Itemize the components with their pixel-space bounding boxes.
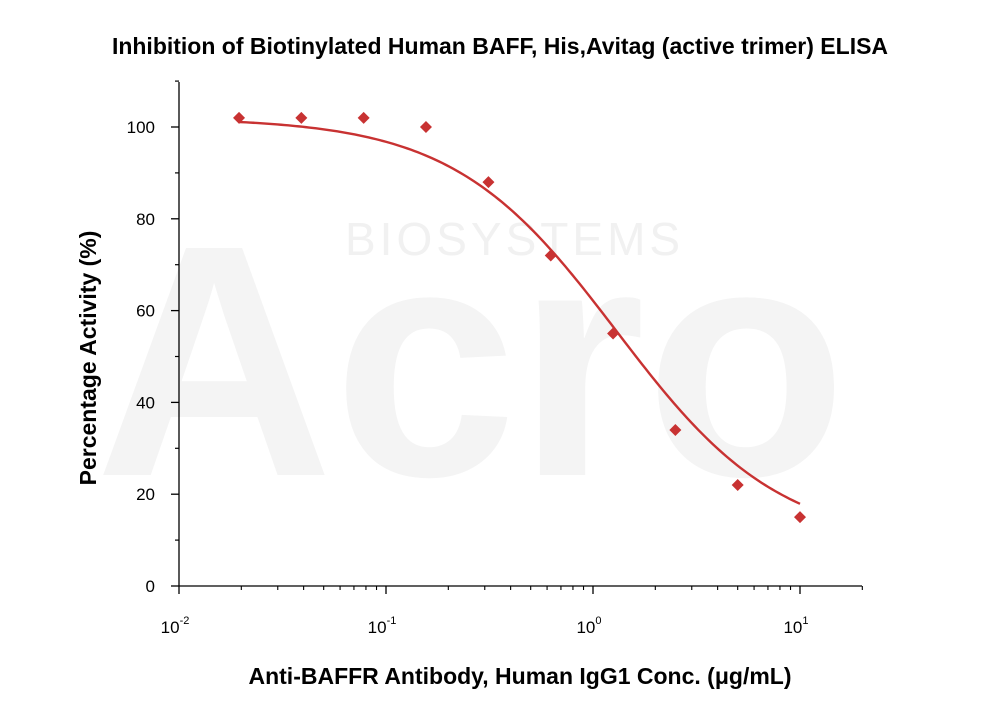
data-point — [731, 479, 744, 492]
y-tick-label: 60 — [136, 302, 155, 321]
x-tick-label: 10-1 — [368, 615, 397, 637]
y-tick-label: 80 — [136, 210, 155, 229]
x-axis-label: Anti-BAFFR Antibody, Human IgG1 Conc. (μ… — [248, 663, 791, 689]
x-tick-label: 10-2 — [161, 615, 190, 637]
watermark: Acro BIOSYSTEMS — [95, 176, 847, 545]
axes — [178, 82, 862, 587]
data-point — [607, 327, 620, 340]
data-point — [669, 423, 682, 436]
plot-area — [233, 111, 806, 524]
watermark-text: BIOSYSTEMS — [345, 213, 684, 265]
x-ticks: 10-2 10-1 100 101 — [161, 586, 863, 637]
x-tick-label: 100 — [576, 615, 601, 637]
y-tick-label: 20 — [136, 485, 155, 504]
y-tick-label: 100 — [127, 118, 155, 137]
y-tick-label: 40 — [136, 393, 155, 412]
y-ticks: 0 20 40 60 80 100 — [127, 80, 179, 596]
watermark-logo: Acro — [95, 176, 847, 545]
data-point — [794, 511, 806, 524]
data-point — [419, 121, 432, 133]
chart-title: Inhibition of Biotinylated Human BAFF, H… — [112, 33, 888, 59]
y-axis-label: Percentage Activity (%) — [75, 231, 101, 486]
fit-curve — [238, 120, 801, 505]
data-point — [295, 111, 308, 124]
data-point — [233, 111, 246, 124]
data-point — [482, 176, 495, 189]
data-point — [544, 249, 557, 262]
y-tick-label: 0 — [146, 577, 155, 596]
data-point — [357, 111, 370, 124]
x-tick-label: 101 — [783, 615, 808, 637]
